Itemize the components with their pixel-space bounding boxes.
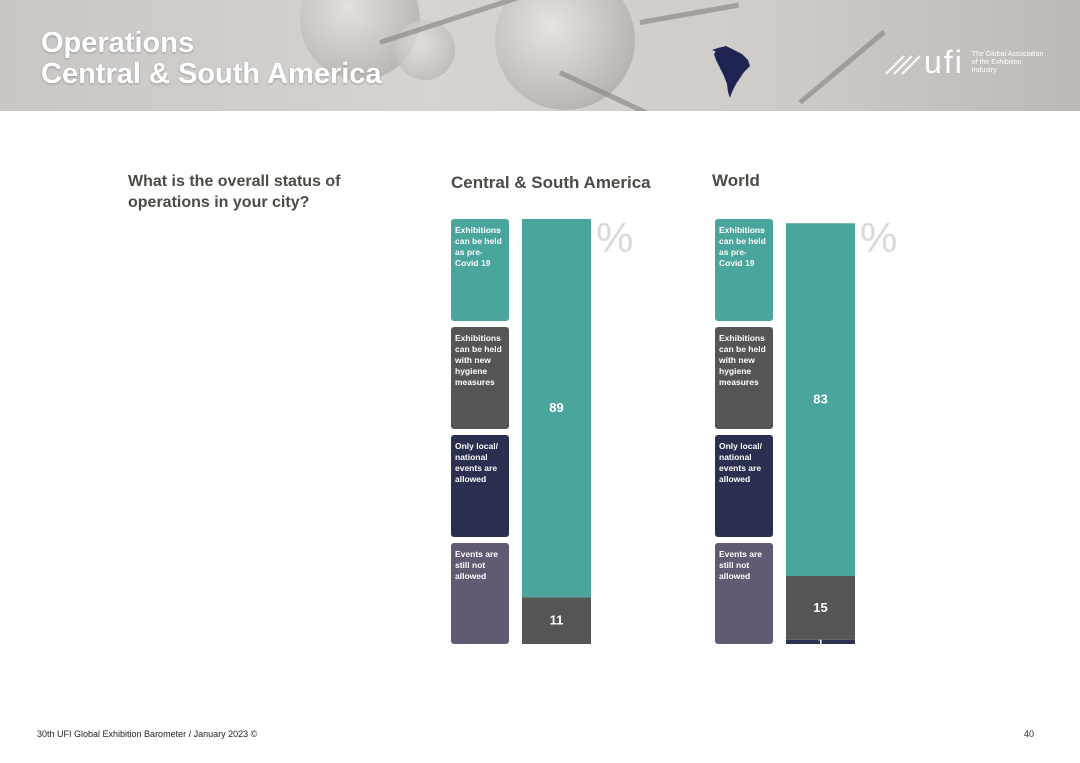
bar-segment	[522, 219, 591, 598]
header-banner: Operations Central & South America ufi T…	[0, 0, 1080, 111]
decorative-rod	[798, 29, 886, 105]
bar-value-label: 83	[813, 392, 827, 407]
legend-item-pre-covid: Exhibitions can be held as pre-Covid 19	[451, 219, 509, 321]
chart-title-world: World	[712, 171, 760, 190]
legend-label: Exhibitions can be held as pre-Covid 19	[719, 225, 766, 268]
south-america-map-icon	[712, 46, 750, 98]
bar-value-label: 1	[817, 637, 823, 644]
legend-item-pre-covid: Exhibitions can be held as pre-Covid 19	[715, 219, 773, 321]
ufi-logo-mark-icon	[885, 54, 921, 75]
legend-label: Events are still not allowed	[455, 549, 498, 581]
legend-item-not-allowed: Events are still not allowed	[451, 543, 509, 644]
bar-segment	[786, 223, 855, 576]
bar-value-label: 15	[813, 600, 827, 615]
legend-label: Only local/ national events are allowed	[719, 441, 762, 484]
page-number: 40	[1024, 729, 1035, 739]
chart-title-central-south-america: Central & South America	[451, 173, 651, 192]
footer-source: 30th UFI Global Exhibition Barometer / J…	[37, 729, 258, 739]
legend-item-local-national: Only local/ national events are allowed	[451, 435, 509, 537]
stacked-bar-central-south-america: 11 89	[522, 219, 591, 644]
legend-label: Events are still not allowed	[719, 549, 762, 581]
legend-item-not-allowed: Events are still not allowed	[715, 543, 773, 644]
legend-item-local-national: Only local/ national events are allowed	[715, 435, 773, 537]
percent-unit-label: %	[860, 214, 898, 261]
bar-segment	[522, 597, 591, 644]
bar-value-label: 89	[549, 400, 563, 415]
ufi-logo-tagline: The Global Association of the Exhibition…	[971, 50, 1044, 74]
legend-item-hygiene-measures: Exhibitions can be held with new hygiene…	[451, 327, 509, 429]
title-line-1: Operations	[41, 27, 195, 59]
decorative-sphere	[495, 0, 635, 110]
decorative-rod	[639, 2, 739, 25]
legend-label: Exhibitions can be held with new hygiene…	[455, 333, 502, 387]
ufi-logo-word: ufi	[924, 44, 964, 80]
survey-question: What is the overall status of operations…	[128, 173, 341, 211]
bar-segment	[786, 576, 855, 640]
legend-label: Exhibitions can be held as pre-Covid 19	[455, 225, 502, 268]
bar-value-label: 11	[550, 613, 564, 628]
legend-label: Only local/ national events are allowed	[455, 441, 498, 484]
title-line-2: Central & South America	[41, 58, 382, 90]
bar-segment	[786, 639, 855, 644]
percent-unit-label: %	[596, 214, 634, 261]
legend-item-hygiene-measures: Exhibitions can be held with new hygiene…	[715, 327, 773, 429]
stacked-bar-world: 1 15 83	[786, 223, 855, 644]
page-title: Operations Central & South America	[41, 28, 382, 90]
legend-label: Exhibitions can be held with new hygiene…	[719, 333, 766, 387]
ufi-logo: ufi The Global Association of the Exhibi…	[884, 44, 1044, 81]
